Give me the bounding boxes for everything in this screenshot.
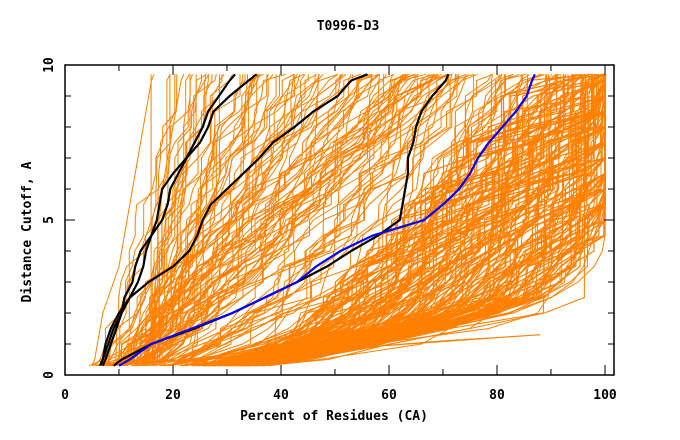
model-curve-dense xyxy=(227,74,606,367)
model-curve-dense xyxy=(229,74,606,367)
model-curve xyxy=(193,73,475,366)
y-tick-label: 0 xyxy=(42,371,57,379)
y-tick-label: 10 xyxy=(42,57,57,73)
model-curve xyxy=(135,74,406,367)
y-axis-label: Distance Cutoff, A xyxy=(20,161,35,302)
model-curve-dense xyxy=(219,74,573,367)
model-curve-dense xyxy=(232,74,606,367)
model-curve xyxy=(206,73,469,366)
y-tick-label: 5 xyxy=(42,216,57,224)
chart-title: T0996-D3 xyxy=(317,19,380,34)
model-curve xyxy=(183,74,459,367)
x-tick-label: 0 xyxy=(61,388,69,403)
model-curve xyxy=(101,74,191,367)
series-orange-bottom-fan xyxy=(108,74,606,367)
x-tick-label: 100 xyxy=(593,388,617,403)
model-curve xyxy=(94,74,193,367)
series-orange-left-1 xyxy=(91,74,155,366)
model-curve xyxy=(112,73,339,367)
model-curve xyxy=(181,73,430,366)
curves-layer xyxy=(88,73,606,367)
model-curve xyxy=(156,74,372,366)
model-curve xyxy=(121,74,404,366)
model-curve xyxy=(165,74,456,367)
model-curve xyxy=(203,73,520,367)
model-curve xyxy=(105,73,439,367)
model-curve-dense xyxy=(210,74,606,367)
model-curve xyxy=(96,74,234,367)
model-curve-dense xyxy=(218,74,606,367)
model-curve xyxy=(163,74,506,367)
model-curve xyxy=(88,74,178,367)
model-curve xyxy=(92,74,268,367)
model-curve-dense xyxy=(212,74,606,367)
model-curve xyxy=(178,73,466,366)
model-curve-dense xyxy=(206,74,574,367)
model-curve xyxy=(135,74,387,366)
model-curve-dense xyxy=(210,73,582,367)
x-tick-label: 20 xyxy=(165,388,181,403)
model-curve xyxy=(196,73,447,366)
model-curve xyxy=(120,73,347,367)
model-curve-dense xyxy=(221,74,583,367)
x-axis-label: Percent of Residues (CA) xyxy=(240,409,428,424)
model-curve xyxy=(137,73,447,367)
model-curve xyxy=(108,74,176,366)
model-curve-dense xyxy=(202,74,573,367)
model-curve xyxy=(108,74,341,366)
model-curve xyxy=(114,74,354,367)
axes-layer: 0 20 40 60 80 100 0 5 10 xyxy=(42,57,617,403)
model-curve xyxy=(114,74,296,367)
model-curve xyxy=(148,73,371,366)
model-curve xyxy=(118,74,220,367)
model-curve xyxy=(124,74,269,367)
dense-bottom-area xyxy=(102,334,541,367)
x-tick-label: 80 xyxy=(489,388,505,403)
model-curve xyxy=(144,73,408,366)
model-curve xyxy=(112,73,260,367)
model-curve xyxy=(175,73,453,366)
series-black-3 xyxy=(99,73,368,367)
series-black-2 xyxy=(99,73,258,367)
model-curve-dense xyxy=(222,74,606,367)
model-curve xyxy=(155,74,448,367)
series-blue-model xyxy=(118,73,536,367)
x-tick-label: 40 xyxy=(273,388,289,403)
model-curve-dense xyxy=(213,74,567,367)
model-curve xyxy=(97,73,439,367)
x-tick-label: 60 xyxy=(381,388,397,403)
model-curve xyxy=(102,73,361,367)
series-black-1 xyxy=(101,73,236,367)
highlight-layer xyxy=(99,73,536,367)
model-curve xyxy=(131,74,394,367)
